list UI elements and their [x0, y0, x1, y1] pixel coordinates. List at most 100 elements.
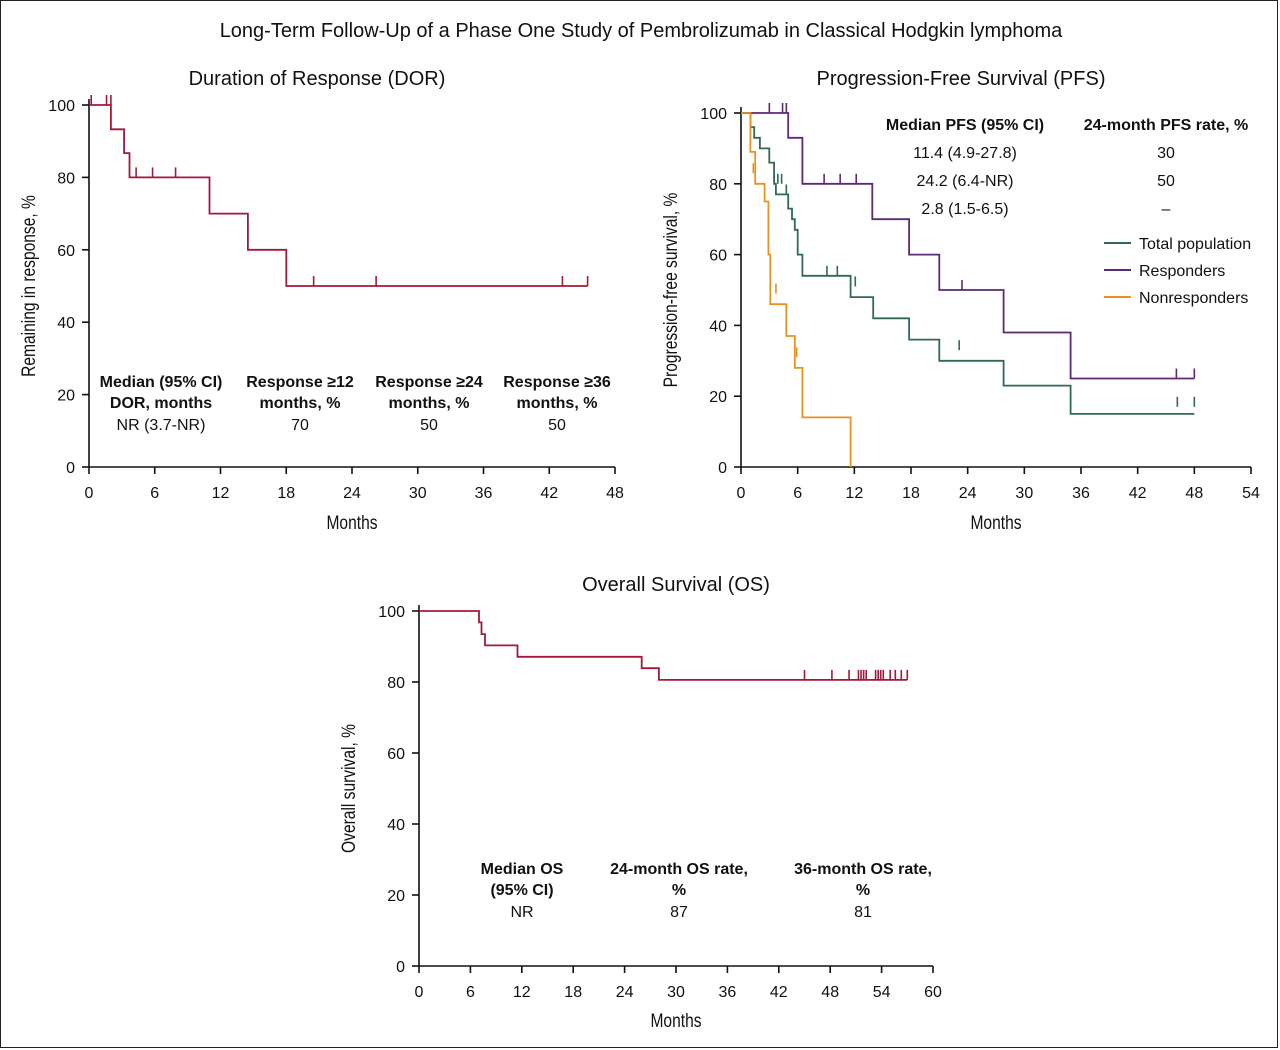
dor-y-tick-label: 40: [57, 315, 75, 332]
os-table-cell: 81: [854, 904, 872, 921]
os-x-tick-label: 36: [719, 984, 737, 1001]
legend-label: Nonresponders: [1139, 290, 1248, 307]
dor-table-header: Response ≥12: [246, 374, 354, 391]
pfs-table-cell: 2.8 (1.5-6.5): [921, 201, 1008, 218]
dor-x-tick-label: 0: [85, 485, 94, 502]
dor-table-header: months, %: [517, 395, 598, 412]
dor-y-label: Remaining in response, %: [18, 195, 40, 377]
pfs-x-tick-label: 48: [1185, 485, 1203, 502]
dor-y-tick-label: 80: [57, 170, 75, 187]
dor-table-cell: 50: [420, 417, 438, 434]
os-table-header: %: [672, 882, 686, 899]
pfs-x-tick-label: 18: [902, 485, 920, 502]
dor-y-tick-label: 60: [57, 243, 75, 260]
pfs-x-tick-label: 54: [1242, 485, 1260, 502]
os-y-tick-label: 80: [387, 675, 405, 692]
os-x-tick-label: 24: [616, 984, 634, 1001]
os-x-tick-label: 12: [513, 984, 531, 1001]
dor-x-tick-label: 36: [475, 485, 493, 502]
pfs-x-tick-label: 12: [845, 485, 863, 502]
dor-x-tick-label: 42: [540, 485, 558, 502]
dor-table-header: Median (95% CI): [100, 374, 223, 391]
os-table-header: 36-month OS rate,: [794, 861, 932, 878]
dor-table-header: Response ≥36: [503, 374, 611, 391]
os-x-tick-label: 18: [564, 984, 582, 1001]
pfs-table-cell: 24.2 (6.4-NR): [917, 173, 1014, 190]
os-series-os: [419, 610, 908, 681]
os-y-tick-label: 100: [378, 604, 405, 621]
dor-table-header: Response ≥24: [375, 374, 483, 391]
os-y-tick-label: 60: [387, 746, 405, 763]
os-table-header: Median OS: [481, 861, 564, 878]
os-x-tick-label: 0: [415, 984, 424, 1001]
pfs-table-cell: 30: [1157, 145, 1175, 162]
pfs-x-label: Months: [970, 512, 1021, 534]
dor-title: Duration of Response (DOR): [189, 68, 446, 90]
os-y-tick-label: 0: [396, 959, 405, 976]
pfs-table-cell: –: [1162, 201, 1171, 218]
dor-table-header: months, %: [389, 395, 470, 412]
dor-table-cell: 70: [291, 417, 309, 434]
os-y-tick-label: 40: [387, 817, 405, 834]
dor-x-tick-label: 24: [343, 485, 361, 502]
pfs-table-cell: 11.4 (4.9-27.8): [913, 145, 1017, 162]
os-table-header: (95% CI): [490, 882, 553, 899]
dor-y-tick-label: 0: [66, 460, 75, 477]
pfs-y-tick-label: 0: [718, 460, 727, 477]
chart-dor: Duration of Response (DOR) 0 6 12 18 24 30 36 42…: [18, 68, 624, 533]
dor-series-dor: [89, 104, 588, 287]
pfs-table-header: 24-month PFS rate, %: [1084, 117, 1248, 134]
figure-title: Long-Term Follow-Up of a Phase One Study…: [220, 20, 1063, 42]
pfs-y-label: Progression-free survival, %: [660, 193, 682, 388]
os-x-tick-label: 48: [821, 984, 839, 1001]
pfs-title: Progression-Free Survival (PFS): [817, 68, 1106, 90]
os-title: Overall Survival (OS): [582, 574, 770, 596]
os-x-tick-label: 54: [873, 984, 891, 1001]
pfs-y-tick-label: 80: [709, 177, 727, 194]
os-table-header: %: [856, 882, 870, 899]
pfs-y-tick-label: 60: [709, 248, 727, 265]
pfs-y-tick-label: 40: [709, 318, 727, 335]
pfs-table-cell: 50: [1157, 173, 1175, 190]
dor-table-header: months, %: [260, 395, 341, 412]
pfs-y-tick-label: 100: [700, 106, 727, 123]
os-y-tick-label: 20: [387, 888, 405, 905]
pfs-series-nonresponders: [741, 112, 852, 467]
os-table-cell: 87: [670, 904, 688, 921]
os-x-tick-label: 42: [770, 984, 788, 1001]
dor-x-label: Months: [326, 512, 377, 534]
dor-x-tick-label: 18: [277, 485, 295, 502]
pfs-series-responders: [741, 112, 1195, 380]
pfs-table-header: Median PFS (95% CI): [886, 117, 1044, 134]
dor-x-tick-label: 48: [606, 485, 624, 502]
pfs-x-tick-label: 36: [1072, 485, 1090, 502]
pfs-x-tick-label: 24: [959, 485, 977, 502]
dor-table-cell: 50: [548, 417, 566, 434]
os-y-label: Overall survival, %: [338, 724, 360, 853]
dor-table-cell: NR (3.7-NR): [117, 417, 206, 434]
pfs-series-total-population: [741, 112, 1195, 415]
dor-x-tick-label: 6: [150, 485, 159, 502]
dor-table-header: DOR, months: [110, 395, 212, 412]
os-table-header: 24-month OS rate,: [610, 861, 748, 878]
legend-label: Total population: [1139, 236, 1251, 253]
chart-pfs: Progression-Free Survival (PFS) 0 6 12 18 24 3…: [660, 68, 1260, 533]
os-table-cell: NR: [510, 904, 533, 921]
pfs-x-tick-label: 42: [1129, 485, 1147, 502]
dor-x-tick-label: 12: [212, 485, 230, 502]
pfs-y-tick-label: 20: [709, 389, 727, 406]
pfs-x-tick-label: 30: [1015, 485, 1033, 502]
dor-y-tick-label: 20: [57, 388, 75, 405]
pfs-x-tick-label: 0: [737, 485, 746, 502]
dor-y-tick-label: 100: [48, 98, 75, 115]
legend-label: Responders: [1139, 263, 1225, 280]
os-x-tick-label: 6: [466, 984, 475, 1001]
dor-x-tick-label: 30: [409, 485, 427, 502]
pfs-x-tick-label: 6: [793, 485, 802, 502]
chart-os: Overall Survival (OS) 0 6 12 18 24 30 36 42 48 54 6…: [338, 574, 942, 1031]
os-x-tick-label: 30: [667, 984, 685, 1001]
os-x-label: Months: [650, 1010, 701, 1032]
os-x-tick-label: 60: [924, 984, 942, 1001]
